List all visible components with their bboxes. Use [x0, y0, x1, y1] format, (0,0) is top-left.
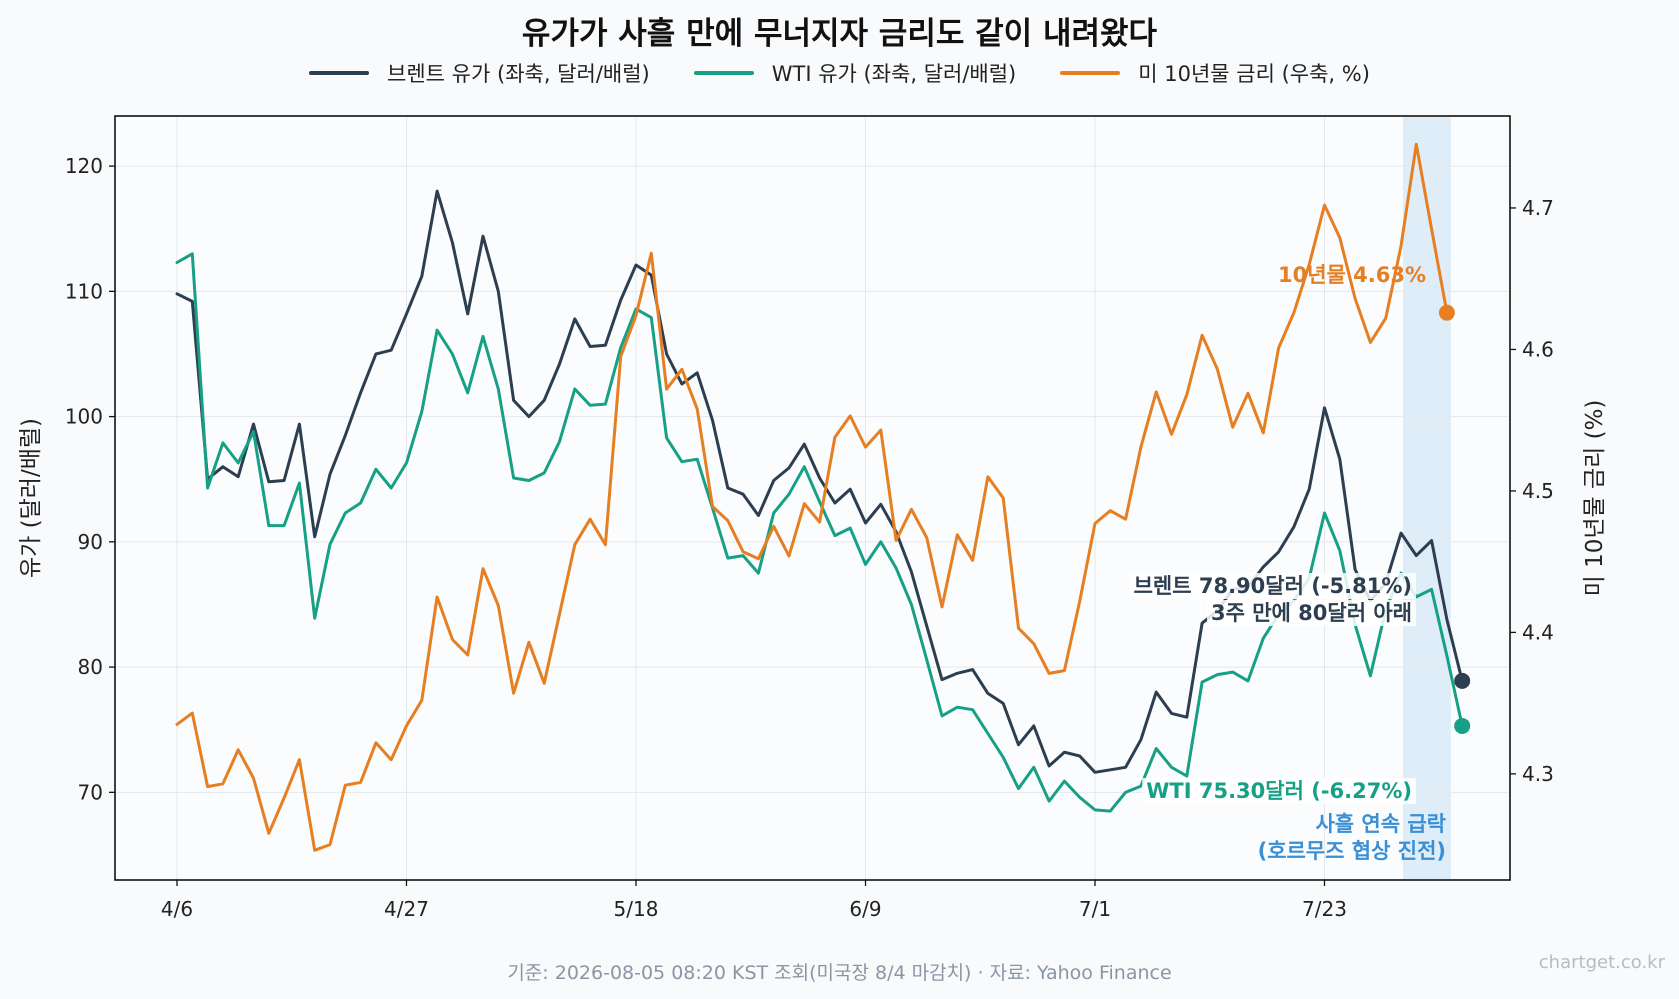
series-line-yield [175, 142, 1449, 852]
annotation-yield-label: 10년물 4.63% [1278, 263, 1426, 287]
y-right-tick-label: 4.5 [1522, 479, 1554, 503]
annotation-wti-label: WTI 75.30달러 (-6.27%) [1146, 779, 1412, 803]
annotation-brent-line1: 브렌트 78.90달러 (-5.81%) [1134, 574, 1412, 598]
legend-item-brent: 브렌트 유가 (좌축, 달러/배럴) [309, 58, 650, 88]
series-endpoint-brent [1454, 672, 1471, 689]
y-left-tick-label: 110 [65, 279, 103, 303]
highlight-band [1403, 117, 1451, 879]
y-left-axis-label: 유가 (달러/배럴) [18, 418, 44, 578]
footer-source: 기준: 2026-08-05 08:20 KST 조회(미국장 8/4 마감치)… [507, 962, 1172, 984]
chart-title: 유가가 사흘 만에 무너지자 금리도 같이 내려왔다 [521, 16, 1158, 52]
y-left-tick-label: 90 [78, 530, 103, 554]
legend-label-wti: WTI 유가 (좌축, 달러/배럴) [771, 62, 1017, 86]
legend-item-yield: 미 10년물 금리 (우축, %) [1060, 58, 1370, 88]
plot-area [115, 116, 1510, 880]
annotation-wti-label-bg [1142, 778, 1416, 804]
annotation-brent-line2: 3주 만에 80달러 아래 [1211, 601, 1412, 625]
y-left-tick-label: 120 [65, 154, 103, 178]
x-tick-label: 6/9 [849, 897, 881, 921]
x-tick-label: 7/1 [1079, 897, 1111, 921]
y-right-tick-label: 4.3 [1522, 762, 1554, 786]
series-line-wti [175, 252, 1464, 813]
plot-frame [114, 115, 1511, 881]
y-left-tick-label: 100 [65, 405, 103, 429]
y-left-tick-label: 70 [78, 780, 103, 804]
y-right-tick-label: 4.4 [1522, 620, 1554, 644]
annotation-brent-line2-bg [1206, 600, 1416, 626]
legend-swatch-brent [309, 71, 370, 75]
y-right-axis-label: 미 10년물 금리 (%) [1582, 400, 1608, 597]
legend-label-brent: 브렌트 유가 (좌축, 달러/배럴) [387, 62, 650, 86]
legend-label-yield: 미 10년물 금리 (우축, %) [1138, 62, 1370, 86]
series-endpoint-yield [1438, 304, 1455, 321]
annotation-brent-line1-bg [1129, 573, 1416, 599]
annotation-band-line2: (호르무즈 협상 진전) [1258, 839, 1446, 863]
y-right-tick-label: 4.6 [1522, 337, 1554, 361]
x-tick-label: 4/6 [161, 897, 193, 921]
x-tick-label: 5/18 [614, 897, 659, 921]
legend-swatch-wti [693, 71, 754, 75]
series-endpoint-wti [1454, 717, 1471, 734]
legend: 브렌트 유가 (좌축, 달러/배럴) WTI 유가 (좌축, 달러/배럴) 미 … [0, 58, 1679, 88]
x-tick-label: 7/23 [1302, 897, 1347, 921]
annotation-band-line1: 사흘 연속 급락 [1315, 812, 1446, 836]
watermark: chartget.co.kr [1538, 952, 1665, 973]
y-right-tick-label: 4.7 [1522, 196, 1554, 220]
legend-item-wti: WTI 유가 (좌축, 달러/배럴) [693, 58, 1017, 88]
x-tick-label: 4/27 [384, 897, 429, 921]
legend-swatch-yield [1060, 71, 1121, 75]
y-left-tick-label: 80 [78, 655, 103, 679]
